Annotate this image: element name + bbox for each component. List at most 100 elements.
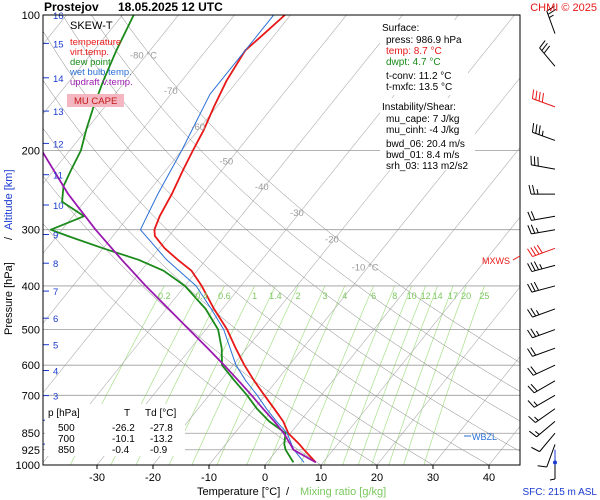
pressure-tick-label: 200 [22, 146, 40, 158]
isotherm-line [43, 15, 403, 463]
surface-box-bg [380, 20, 468, 95]
temperature-tick-label: 30 [427, 472, 439, 484]
isotherm-line [43, 15, 123, 115]
wind-barb [530, 155, 556, 170]
dry-adiabat-line [43, 127, 434, 465]
temperature-tick-label: -20 [145, 472, 161, 484]
wind-barb [527, 307, 556, 318]
level-table-header-p: p [hPa] [48, 408, 80, 419]
mixing-ratio-line [268, 285, 346, 465]
instability-srh03: srh_03: 113 m2/s2 [386, 161, 469, 172]
dry-adiabat-line [120, 15, 520, 363]
mixing-ratio-line [357, 285, 426, 465]
wind-barb-flag [530, 282, 536, 292]
y-axis-title-altitude: Altitude [km] [3, 169, 15, 230]
wind-barb-half-flag [535, 430, 540, 435]
wind-barb-surface-dot [553, 460, 557, 465]
mixing-ratio-label: 0.2 [158, 291, 171, 301]
mixing-ratio-label: 10 [407, 291, 417, 301]
wind-barb [531, 432, 556, 453]
wind-barb-flag [546, 5, 555, 12]
temperature-tick-label: -30 [89, 472, 105, 484]
pressure-tick-label: 400 [22, 281, 40, 293]
mixing-ratio-line [403, 285, 467, 465]
legend-wet-bulb: wet bulb temp. [69, 67, 132, 78]
surface-dwpt: dwpt: 4.7 °C [386, 57, 441, 68]
isotherm-line [43, 15, 347, 394]
pressure-tick-label: 850 [22, 428, 40, 440]
level-table-p: 850 [58, 445, 75, 456]
wind-barb-flag [530, 347, 537, 356]
wind-barb-flag [527, 348, 533, 357]
sounding-profiles [43, 15, 317, 464]
y-axis-title: Pressure [hPa] [3, 262, 15, 335]
wind-barb [531, 123, 556, 141]
series-line-dew-point [49, 15, 295, 463]
isotherm-line [43, 15, 235, 254]
instability-mucape: mu_cape: 7 J/kg [386, 114, 459, 125]
wind-barb-flag [530, 328, 537, 337]
legend-dew-point: dew point [70, 57, 111, 68]
temperature-tick-label: 0 [262, 472, 268, 484]
level-table-p: 500 [58, 423, 75, 434]
wind-barb-staff [531, 164, 556, 170]
wind-barb-staff [533, 380, 556, 394]
y-axis-separator: / [3, 236, 15, 240]
level-table-row: 700 -10.1 -13.2 [58, 434, 173, 445]
level-table-td: -27.8 [150, 423, 173, 434]
instability-title: Instability/Shear: [382, 102, 456, 113]
wind-barb-flag [530, 262, 536, 271]
altitude-tick-label: 9 [53, 231, 58, 242]
wind-barb [527, 347, 556, 357]
altitude-tick-label: 16 [53, 11, 64, 22]
wind-barb [527, 224, 556, 235]
wind-barb-flag [530, 224, 536, 234]
altitude-tick-label: 6 [53, 314, 58, 325]
wind-barb-staff [531, 229, 556, 235]
series-line-temperature [153, 15, 317, 464]
wind-barb-flag [536, 244, 543, 254]
wind-barb-flag [531, 89, 535, 99]
wind-barb [537, 444, 556, 468]
legend-virt-temp: virt.temp. [70, 47, 109, 58]
wind-barb-half-flag [535, 330, 540, 336]
isotherm-line [43, 15, 179, 185]
level-table-td: -0.9 [150, 445, 168, 456]
mixing-ratio-line [323, 285, 396, 465]
mu-cape-badge: MU CAPE [74, 96, 117, 107]
altitude-tick-label: 14 [53, 74, 64, 85]
wind-barb-staff [533, 394, 556, 408]
mixing-ratio-label: 25 [479, 291, 489, 301]
x-axis-title: Temperature [°C] [197, 486, 280, 498]
wind-barb-flag [530, 211, 536, 220]
wind-barb-flag [532, 184, 535, 195]
dry-adiabat-line [91, 15, 520, 392]
wind-barb-flag [533, 246, 540, 255]
mxws-marker: MXWS [482, 256, 510, 266]
wind-barb-staff [532, 347, 556, 357]
wind-barb-flag [535, 124, 538, 134]
wind-barb-staff [531, 264, 556, 273]
mixing-ratio-label: 12 [421, 291, 431, 301]
wind-barb-flag [533, 281, 540, 291]
wind-barb [528, 184, 555, 195]
pressure-tick-label: 500 [22, 325, 40, 337]
wind-barb-staff [546, 444, 556, 468]
wind-barbs [527, 5, 557, 481]
wind-barb-flag [538, 91, 541, 102]
credit-label: CHMI © 2025 [530, 2, 597, 14]
isotherm-line [432, 356, 520, 465]
wind-barb-staff [532, 308, 556, 318]
surface-tmxfc: t-mxfc: 13.5 °C [386, 82, 452, 93]
wind-barb [527, 328, 556, 339]
wind-barb-flag [528, 184, 532, 195]
legend-updraft: updraft v.temp. [70, 77, 133, 88]
level-table-row: 500 -26.2 -27.8 [58, 423, 173, 434]
wind-barb-half-flag [539, 264, 543, 270]
wind-barb-flag [527, 283, 533, 293]
altitude-tick-label: 10 [53, 201, 64, 212]
wind-barb-flag [527, 329, 533, 339]
altitude-tick-label: 4 [53, 367, 58, 378]
wind-barb-flag [547, 8, 557, 15]
wind-barb-flag [531, 446, 540, 453]
